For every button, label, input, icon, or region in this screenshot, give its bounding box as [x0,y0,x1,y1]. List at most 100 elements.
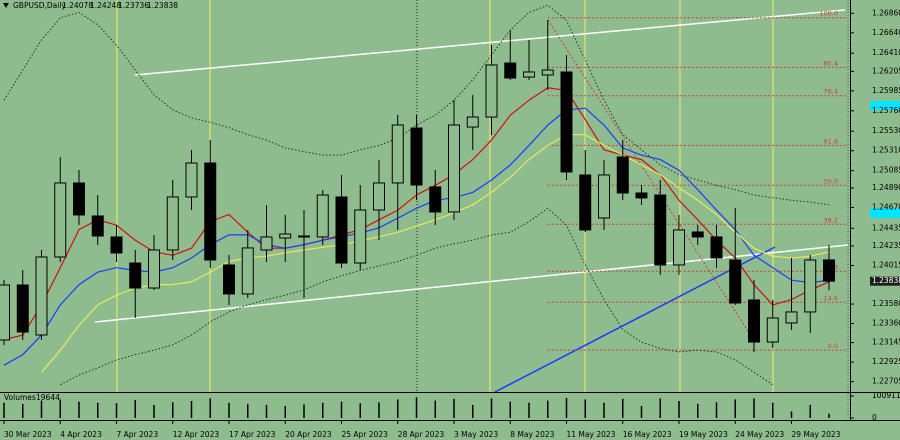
candle-body [804,259,817,313]
x-tick-label: 30 Mar 2023 [4,430,52,439]
candle-body [766,317,779,343]
candle-body [748,299,760,343]
candle-body [373,182,385,211]
indicator-line [60,207,774,386]
fibo-label: 50.0 [824,177,838,185]
y-tick-label: 1.23145 [872,338,900,347]
candle-body [279,233,292,239]
price-tag-bg [870,276,900,286]
candle-body [391,124,404,184]
candle-body [466,116,479,128]
menu-triangle [3,3,9,8]
candle-body [654,194,667,266]
candle-body [485,64,498,118]
candle-body [73,182,85,216]
y-tick-label: 1.23360 [872,319,900,328]
y-tick-label: 1.25530 [872,126,900,135]
candle-body [691,231,704,238]
candle-body [16,284,29,333]
y-tick-label: 1.22705 [872,377,900,386]
candle-body [91,215,104,237]
price-highlight [870,101,900,110]
volume-tick-label: 0 [872,413,877,422]
y-tick-label: 1.26205 [872,66,900,75]
candle-body [110,236,123,254]
candle-body [729,259,742,304]
candle-body [148,249,160,289]
candle-body [0,284,10,341]
candle-body [410,127,423,186]
y-tick-label: 1.22925 [872,357,900,366]
candle-body [223,264,235,295]
candle-body [448,124,460,213]
x-tick-label: 12 Apr 2023 [173,430,220,439]
candle-body [673,229,685,266]
x-tick-label: 16 May 2023 [623,430,672,439]
x-tick-label: 4 Apr 2023 [60,430,102,439]
header-low: 1.23736 [118,1,149,10]
y-tick-label: 1.24235 [872,241,900,250]
y-tick-label: 1.25760 [872,106,900,115]
volume-title: Volumes [4,393,36,402]
price-highlight [870,208,900,218]
candle-body [35,256,48,336]
candle-body [635,192,648,199]
candle-body [823,259,835,282]
x-tick-label: 25 Apr 2023 [342,430,389,439]
candle-body [54,182,67,258]
fibo-label: 85.4 [824,59,838,67]
x-tick-label: 19 May 2023 [679,430,728,439]
candle-body [616,156,629,194]
x-tick-label: 8 May 2023 [510,430,554,439]
y-tick-label: 1.24670 [872,202,900,211]
indicator-line [3,4,830,206]
candle-body [504,62,517,79]
fibo-label: 14.6 [824,294,838,302]
x-tick-label: 7 Apr 2023 [117,430,159,439]
fibo-label: 61.8 [824,137,838,145]
header-close: 1.23838 [147,1,178,10]
current-price: 1.23838 [872,276,900,285]
candle-body [579,174,592,231]
x-tick-label: 17 Apr 2023 [229,430,276,439]
header-high: 1.24248 [90,1,121,10]
candle-body [241,247,254,295]
x-tick-label: 11 May 2023 [567,430,616,439]
candle-body [785,311,798,324]
y-tick-label: 1.24890 [872,183,900,192]
candle-body [185,162,198,198]
y-tick-label: 1.25085 [872,166,900,175]
y-tick-label: 1.25310 [872,146,900,155]
candle-body [710,236,723,259]
y-tick-label: 1.26640 [872,28,900,37]
x-tick-label: 29 May 2023 [792,430,841,439]
fibo-label: 0.0 [828,342,838,350]
candle-body [560,71,573,173]
trend-line [134,9,846,76]
x-tick-label: 20 Apr 2023 [285,430,332,439]
x-tick-label: 24 May 2023 [735,430,784,439]
fibo-label: 38.2 [824,216,838,224]
fibo-label: 76.4 [824,88,838,96]
header-open: 1.24078 [62,1,93,10]
candle-body [523,71,535,78]
x-tick-label: 28 Apr 2023 [398,430,445,439]
y-tick-label: 1.26860 [872,8,900,17]
candle-body [354,209,367,264]
candle-body [260,236,273,251]
y-tick-label: 1.26410 [872,48,900,57]
y-tick-label: 1.24015 [872,260,900,269]
volume-tick-label: 100911 [872,391,900,400]
candle-body [298,235,310,238]
candle-body [541,69,554,76]
chart-title: GBPUSD,Daily [13,1,66,10]
indicator-line [3,107,830,366]
candle-body [335,196,348,264]
candle-body [129,262,142,289]
volume-last: 19644 [36,393,60,402]
candle-body [204,162,217,261]
candle-body [429,186,442,213]
candle-body [598,174,610,219]
